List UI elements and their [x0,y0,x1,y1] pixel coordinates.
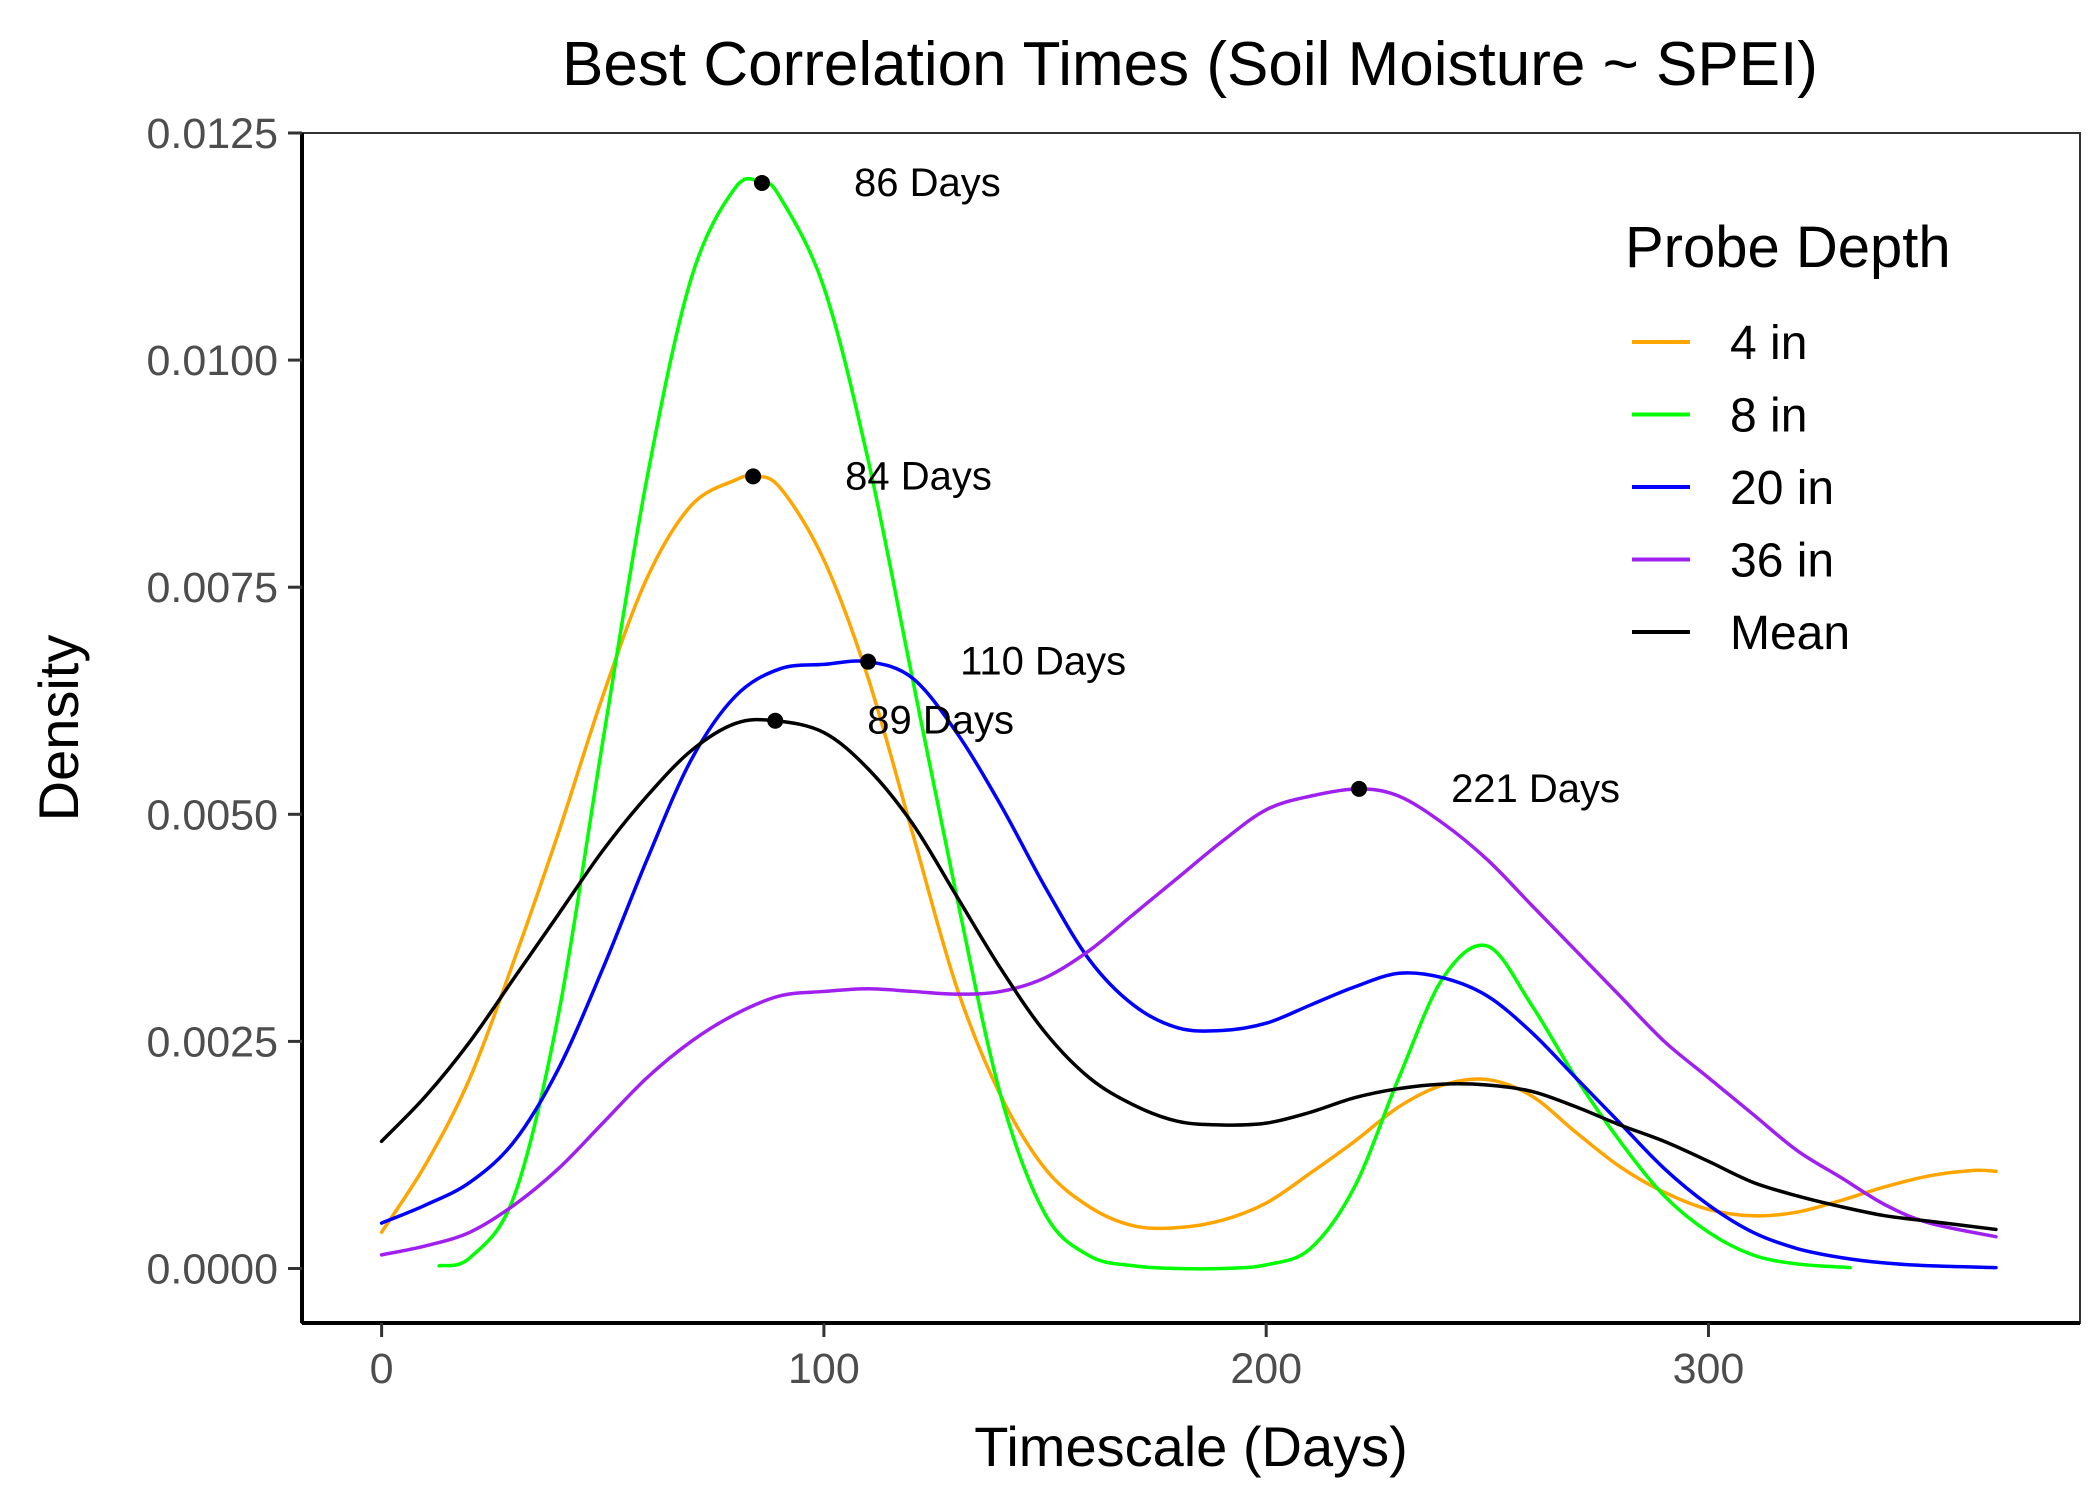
legend-label: 36 in [1730,535,1834,588]
legend-item-36-in: 36 in [1632,535,1834,588]
legend-item-4-in: 4 in [1632,317,1807,370]
peak-point [745,468,762,485]
y-tick-label: 0.0100 [146,337,278,385]
x-tick-label: 300 [1673,1345,1745,1393]
peak-point [753,174,770,191]
peak-label: 221 Days [1451,767,1620,811]
plot-area: 0 100 200 300 0.0000 0.0025 0.0050 0.0075 0.010… [146,110,2081,1393]
peak-point [860,653,877,670]
plot-panel-border [301,132,2081,1324]
y-tick-label: 0.0000 [146,1245,278,1293]
peak-point [767,712,784,729]
legend-label: 4 in [1730,317,1807,370]
x-tick-label: 100 [788,1345,860,1393]
series-line-8-in [437,176,1852,1271]
peak-point [1351,780,1368,797]
annotation-layer: 86 Days 84 Days 110 Days 89 Days 221 Days [745,161,1620,811]
legend-label: 20 in [1730,462,1834,515]
series-line-36-in [379,787,1998,1257]
y-tick-label: 0.0050 [146,791,278,839]
series-line-20-in [379,659,1998,1270]
legend-label: 8 in [1730,390,1807,443]
legend-item-8-in: 8 in [1632,390,1807,443]
y-tick-label: 0.0075 [146,564,278,612]
x-axis-title: Timescale (Days) [974,1415,1408,1478]
legend-item-20-in: 20 in [1632,462,1834,515]
peak-label: 84 Days [845,454,992,498]
legend: Probe Depth 4 in 8 in 20 in 36 in Mean [1625,215,1951,660]
legend-item-mean: Mean [1632,607,1850,660]
series-line-mean [379,717,1998,1232]
y-tick-label: 0.0125 [146,110,278,158]
peak-label: 89 Days [867,699,1014,743]
peak-label: 86 Days [854,161,1001,205]
x-tick-label: 200 [1230,1345,1302,1393]
legend-label: Mean [1730,607,1850,660]
legend-items: 4 in 8 in 20 in 36 in Mean [1632,317,1850,660]
x-tick-label: 0 [370,1345,394,1393]
y-axis-title: Density [27,635,90,822]
y-ticks: 0.0000 0.0025 0.0050 0.0075 0.0100 0.0125 [146,110,302,1293]
x-ticks: 0 100 200 300 [370,1323,1745,1393]
peak-label: 110 Days [960,640,1126,684]
series-layer [379,176,1998,1271]
chart-title: Best Correlation Times (Soil Moisture ~ … [562,30,1818,99]
legend-title: Probe Depth [1625,215,1951,280]
y-tick-label: 0.0025 [146,1018,278,1066]
series-line-4-in [379,473,1998,1234]
